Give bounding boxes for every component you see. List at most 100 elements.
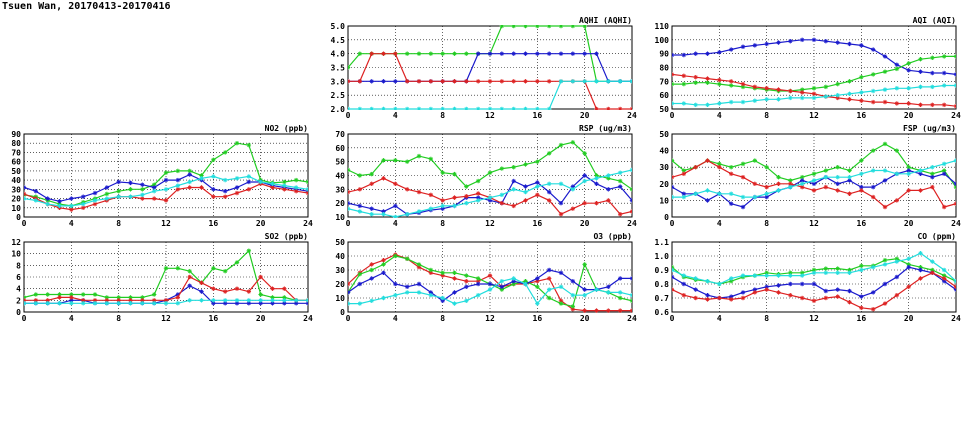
rsp-point-green — [381, 158, 386, 163]
aqi-point-cyan — [776, 97, 781, 102]
o3-point-blue — [393, 281, 398, 287]
aqhi-point-cyan — [546, 106, 552, 110]
no2-point-blue — [92, 190, 98, 196]
so2-point-green — [163, 266, 169, 271]
rsp-point-cyan — [487, 195, 493, 200]
o3-point-green — [570, 304, 576, 309]
fsp-point-cyan — [717, 191, 722, 196]
so2-point-green — [234, 260, 240, 265]
aqi-point-cyan — [681, 101, 687, 106]
co-point-red — [835, 294, 840, 299]
o3-series-cyan — [348, 276, 632, 306]
aqhi-xtick-label: 24 — [627, 111, 637, 120]
co-point-blue — [870, 290, 876, 295]
rsp-point-cyan — [452, 203, 457, 209]
aqhi-point-blue — [475, 51, 481, 56]
aqi-point-green — [717, 81, 722, 87]
aqhi-point-green — [511, 25, 516, 29]
so2-point-green — [80, 292, 86, 297]
rsp-ytick-label: 40 — [335, 172, 345, 181]
aqhi-series-cyan — [348, 79, 632, 110]
aqi-point-cyan — [799, 95, 805, 101]
aqi-point-blue — [764, 41, 769, 47]
so2-point-blue — [187, 283, 192, 288]
co-xtick-label: 4 — [717, 314, 722, 323]
aqhi-point-green — [582, 25, 587, 29]
so2-point-cyan — [199, 298, 204, 303]
aqhi-point-red — [617, 106, 623, 110]
aqi-point-cyan — [752, 98, 758, 103]
o3-point-cyan — [617, 290, 623, 295]
no2-point-green — [211, 157, 216, 163]
aqi-point-blue — [859, 43, 864, 48]
rsp-point-blue — [357, 203, 363, 209]
rsp-point-blue — [535, 180, 540, 185]
rsp-point-green — [475, 178, 481, 184]
so2-point-cyan — [80, 301, 86, 306]
so2-point-green — [33, 292, 39, 297]
so2-xtick-label: 24 — [303, 314, 313, 323]
so2-xtick-label: 16 — [209, 314, 219, 323]
o3-point-green — [416, 262, 422, 267]
aqi-point-blue — [728, 47, 734, 52]
so2-point-green — [45, 292, 50, 297]
o3-point-green — [440, 270, 445, 275]
aqi-xtick-label: 20 — [904, 111, 914, 120]
aqhi-point-red — [416, 79, 422, 84]
o3-point-green — [535, 284, 540, 289]
aqi-point-red — [672, 72, 675, 77]
co-point-blue — [859, 294, 864, 299]
aqhi-title: AQHI (AQHI) — [579, 16, 632, 25]
no2-point-blue — [140, 182, 145, 187]
fsp-point-blue — [740, 204, 746, 210]
rsp-point-blue — [617, 184, 623, 189]
no2-point-cyan — [140, 192, 145, 198]
no2-point-blue — [246, 179, 252, 185]
aqi-point-cyan — [764, 97, 769, 102]
o3-point-green — [629, 298, 632, 303]
fsp-point-red — [799, 184, 805, 190]
fsp-point-red — [882, 204, 888, 210]
aqhi-point-cyan — [606, 79, 611, 84]
co-point-cyan — [764, 273, 769, 278]
no2-point-green — [187, 168, 192, 174]
so2-point-green — [211, 266, 216, 271]
co-point-blue — [847, 288, 852, 294]
rsp-point-red — [440, 198, 445, 203]
aqhi-point-cyan — [499, 106, 505, 110]
aqhi-point-cyan — [594, 79, 599, 84]
rsp-point-green — [404, 159, 410, 164]
no2-xtick-label: 0 — [22, 219, 27, 228]
rsp-point-green — [464, 184, 469, 189]
co-ytick-label: 1.1 — [655, 238, 670, 247]
co-point-red — [788, 293, 793, 298]
aqhi-point-green — [348, 65, 351, 70]
o3-point-red — [381, 258, 386, 263]
aqhi-point-green — [499, 25, 505, 29]
o3-point-red — [487, 273, 493, 278]
aqhi-ytick-label: 5.0 — [331, 22, 346, 31]
o3-point-cyan — [369, 298, 374, 303]
no2-point-cyan — [24, 196, 27, 201]
aqi-point-red — [752, 84, 758, 90]
so2-point-green — [187, 268, 192, 274]
co-point-cyan — [918, 251, 923, 256]
aqi-point-green — [941, 54, 947, 59]
no2-point-red — [187, 185, 192, 190]
no2-point-blue — [116, 179, 121, 185]
rsp-point-green — [440, 170, 445, 175]
aqhi-point-red — [452, 79, 457, 84]
fsp-point-red — [930, 184, 935, 190]
aqi-point-cyan — [859, 90, 864, 95]
co-point-blue — [953, 287, 956, 292]
no2-point-blue — [57, 199, 62, 204]
aqhi-point-green — [570, 25, 576, 29]
so2-point-cyan — [246, 298, 252, 303]
o3-point-red — [369, 262, 374, 267]
co-point-red — [894, 293, 900, 298]
rsp-xtick-label: 24 — [627, 219, 637, 228]
fsp-point-red — [918, 188, 923, 193]
aqhi-point-red — [475, 79, 481, 84]
no2-xtick-label: 24 — [303, 219, 313, 228]
